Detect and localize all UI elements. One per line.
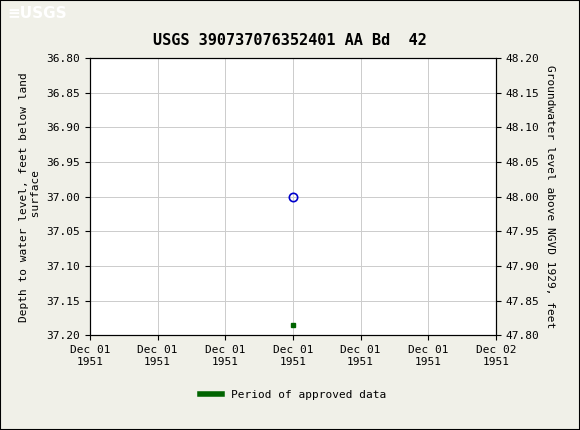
- Legend: Period of approved data: Period of approved data: [195, 386, 390, 405]
- Text: ≡USGS: ≡USGS: [7, 6, 67, 22]
- Y-axis label: Depth to water level, feet below land
 surface: Depth to water level, feet below land su…: [19, 72, 41, 322]
- Y-axis label: Groundwater level above NGVD 1929, feet: Groundwater level above NGVD 1929, feet: [545, 65, 555, 329]
- Text: USGS 390737076352401 AA Bd  42: USGS 390737076352401 AA Bd 42: [153, 34, 427, 48]
